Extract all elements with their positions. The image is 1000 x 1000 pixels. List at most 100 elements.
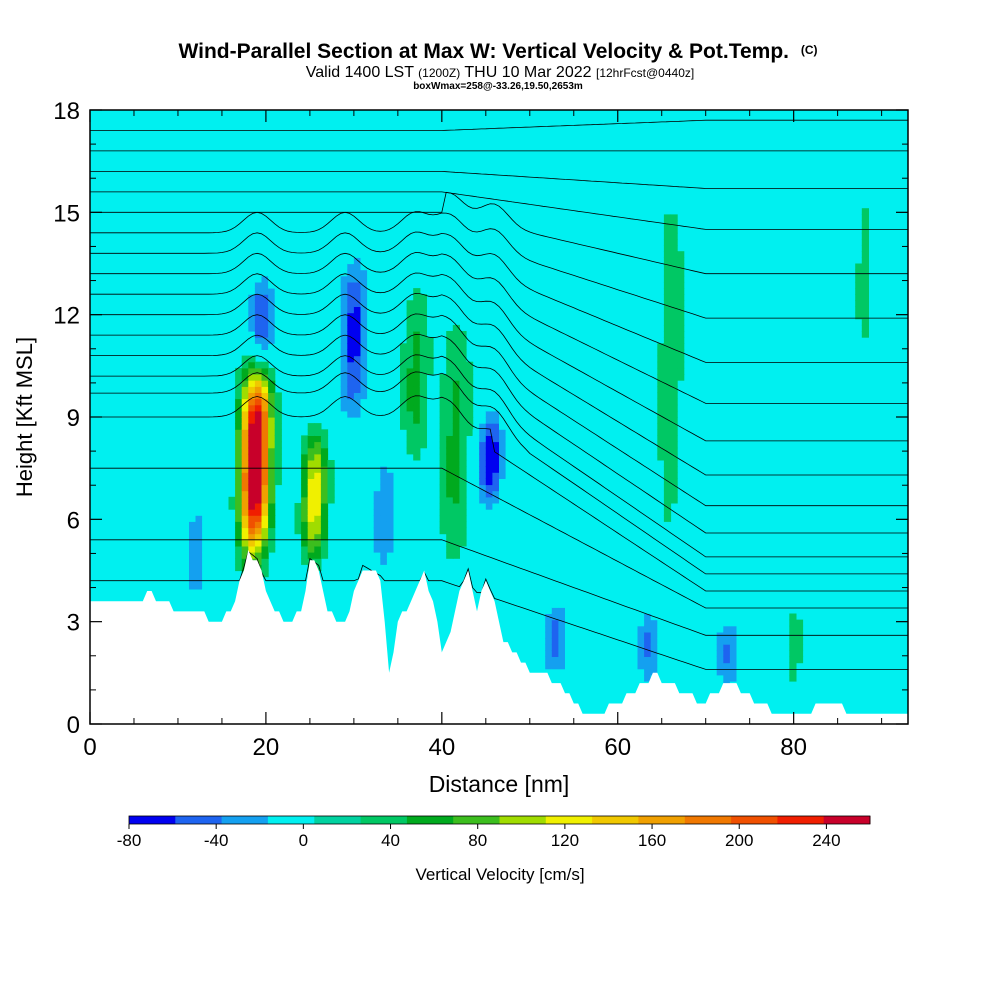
velocity-cell <box>340 183 348 191</box>
velocity-cell <box>103 435 111 443</box>
velocity-cell <box>314 232 322 240</box>
velocity-cell <box>195 576 203 584</box>
velocity-cell <box>729 453 738 461</box>
velocity-cell <box>116 312 124 320</box>
velocity-cell <box>353 177 362 185</box>
velocity-cell <box>182 380 190 387</box>
velocity-cell <box>123 374 131 381</box>
velocity-cell <box>393 214 401 222</box>
velocity-cell <box>485 140 493 148</box>
velocity-cell <box>129 226 137 234</box>
velocity-cell <box>710 656 718 664</box>
velocity-cell <box>446 552 454 559</box>
velocity-cell <box>518 601 526 608</box>
velocity-cell <box>479 515 487 522</box>
velocity-cell <box>228 288 236 295</box>
velocity-cell <box>136 374 144 381</box>
velocity-cell <box>466 361 474 369</box>
velocity-cell <box>129 582 137 590</box>
velocity-cell <box>347 177 355 185</box>
velocity-cell <box>327 466 335 473</box>
velocity-cell <box>657 447 665 455</box>
velocity-cell <box>393 466 401 473</box>
velocity-cell <box>268 281 276 289</box>
velocity-cell <box>459 367 467 375</box>
velocity-cell <box>756 257 764 265</box>
velocity-cell <box>96 453 104 461</box>
velocity-cell <box>386 527 395 535</box>
velocity-cell <box>320 232 329 240</box>
velocity-cell <box>545 668 553 676</box>
velocity-cell <box>677 281 685 289</box>
velocity-cell <box>202 214 210 222</box>
velocity-cell <box>175 545 183 553</box>
velocity-cell <box>340 343 348 350</box>
velocity-cell <box>103 337 111 344</box>
velocity-cell <box>254 429 263 436</box>
velocity-cell <box>446 202 454 209</box>
velocity-cell <box>149 441 157 449</box>
velocity-cell <box>334 380 342 387</box>
velocity-cell <box>703 625 711 633</box>
velocity-cell <box>723 343 731 350</box>
velocity-cell <box>716 681 724 688</box>
velocity-cell <box>578 496 586 504</box>
velocity-cell <box>630 619 639 627</box>
velocity-cell <box>551 355 559 363</box>
velocity-cell <box>729 165 738 172</box>
velocity-cell <box>208 601 216 608</box>
velocity-cell <box>353 288 362 295</box>
velocity-cell <box>611 564 619 572</box>
velocity-cell <box>96 472 104 479</box>
velocity-cell <box>670 460 678 467</box>
velocity-cell <box>518 288 526 295</box>
velocity-cell <box>142 189 150 197</box>
velocity-cell <box>195 545 203 553</box>
velocity-cell <box>551 386 559 393</box>
velocity-cell <box>749 687 757 694</box>
velocity-cell <box>393 552 401 559</box>
velocity-cell <box>624 226 632 234</box>
velocity-cell <box>189 361 197 369</box>
velocity-cell <box>380 539 388 547</box>
velocity-cell <box>723 656 731 664</box>
velocity-cell <box>525 650 533 657</box>
velocity-cell <box>611 214 619 222</box>
velocity-cell <box>565 410 573 418</box>
velocity-cell <box>340 324 348 332</box>
velocity-cell <box>340 398 348 406</box>
velocity-cell <box>584 140 592 148</box>
velocity-cell <box>716 165 724 172</box>
velocity-cell <box>294 300 302 307</box>
velocity-cell <box>90 183 98 191</box>
velocity-cell <box>360 232 368 240</box>
velocity-cell <box>472 441 480 449</box>
velocity-cell <box>189 484 197 492</box>
velocity-cell <box>90 281 98 289</box>
velocity-cell <box>301 116 309 123</box>
velocity-cell <box>604 153 612 160</box>
velocity-cell <box>274 318 282 326</box>
velocity-cell <box>466 171 474 179</box>
velocity-cell <box>413 110 421 117</box>
velocity-cell <box>386 214 395 222</box>
velocity-cell <box>584 490 592 498</box>
velocity-cell <box>591 343 599 350</box>
velocity-cell <box>446 435 454 443</box>
velocity-cell <box>261 496 269 504</box>
velocity-cell <box>162 128 170 136</box>
velocity-cell <box>360 177 368 185</box>
velocity-cell <box>723 324 731 332</box>
velocity-cell <box>136 238 144 246</box>
velocity-cell <box>710 478 718 486</box>
velocity-cell <box>274 128 282 136</box>
velocity-cell <box>327 337 335 344</box>
velocity-cell <box>598 159 606 166</box>
velocity-cell <box>314 435 322 443</box>
velocity-cell <box>677 257 685 265</box>
velocity-cell <box>518 331 526 338</box>
velocity-cell <box>749 232 757 240</box>
velocity-cell <box>90 490 98 498</box>
velocity-cell <box>109 472 117 479</box>
velocity-cell <box>353 367 362 375</box>
